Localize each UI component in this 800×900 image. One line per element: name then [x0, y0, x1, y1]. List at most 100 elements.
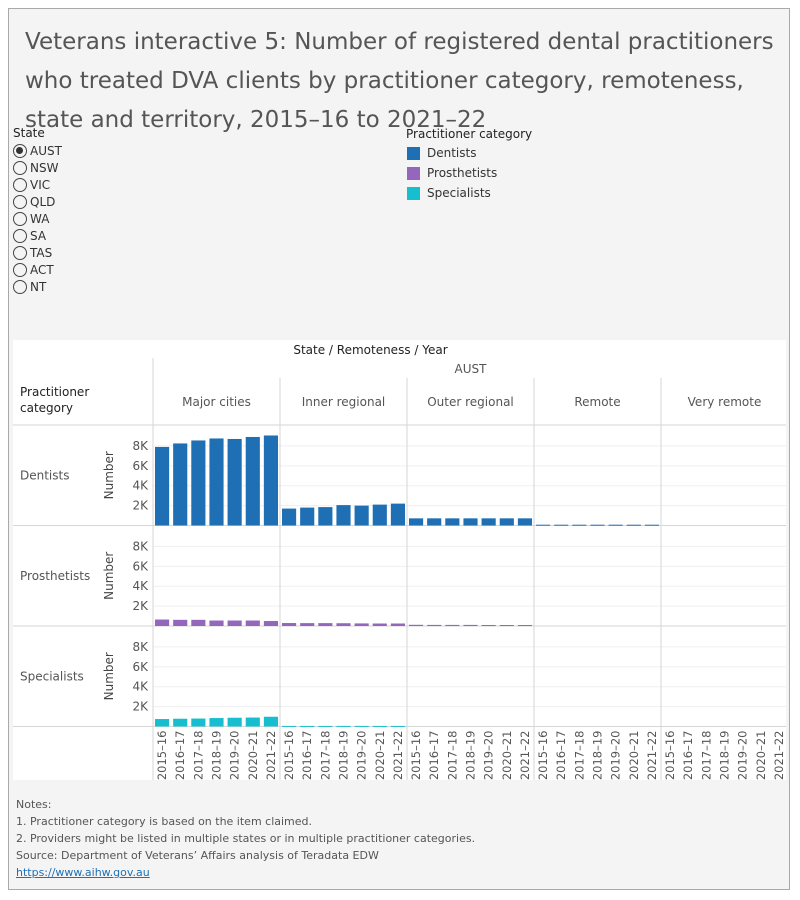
legend-label: Prosthetists [427, 166, 498, 180]
bar [427, 518, 442, 526]
state-option-nt[interactable]: NT [13, 278, 62, 295]
y-tick-label: 8K [132, 439, 149, 453]
bar [372, 725, 387, 727]
state-filter[interactable]: AUST NSW VIC QLD WA SA TAS ACT NT [13, 142, 62, 295]
y-axis-label: Number [102, 451, 116, 499]
bar [390, 623, 405, 626]
radio-button[interactable] [13, 228, 27, 243]
bar [227, 620, 242, 626]
x-tick-label: 2018–19 [464, 731, 478, 781]
row-header-line2: category [20, 401, 73, 415]
state-option-tas[interactable]: TAS [13, 244, 62, 261]
state-option-act[interactable]: ACT [13, 261, 62, 278]
radio-button[interactable] [13, 143, 27, 158]
state-option-wa[interactable]: WA [13, 210, 62, 227]
bar [209, 718, 224, 727]
bar [300, 623, 315, 626]
radio-button[interactable] [13, 160, 27, 175]
state-option-label: ACT [30, 262, 54, 277]
radio-button[interactable] [13, 177, 27, 192]
legend-item-dentists: Dentists [407, 143, 497, 163]
state-option-label: SA [30, 228, 47, 243]
radio-button[interactable] [13, 279, 27, 294]
y-axis-label: Number [102, 652, 116, 700]
x-tick-label: 2019–20 [609, 731, 623, 781]
bar [499, 625, 514, 627]
radio-button[interactable] [13, 194, 27, 209]
x-tick-label: 2016–17 [427, 731, 441, 781]
x-tick-label: 2021–22 [518, 731, 532, 781]
bar [427, 624, 442, 626]
bar [155, 446, 170, 526]
bar [445, 624, 460, 626]
radio-button[interactable] [13, 211, 27, 226]
notes-heading: Notes: [16, 798, 52, 811]
x-tick-label: 2018–19 [591, 731, 605, 781]
y-tick-label: 8K [132, 640, 149, 654]
bar [390, 725, 405, 727]
page-title: Veterans interactive 5: Number of regist… [25, 29, 774, 133]
bar-chart: State / Remoteness / Year AUST Practitione… [13, 343, 789, 782]
state-option-label: NT [30, 279, 47, 294]
x-tick-label: 2019–20 [482, 731, 496, 781]
state-option-aust[interactable]: AUST [13, 142, 62, 159]
remoteness-label: Inner regional [302, 395, 386, 409]
y-tick-label: 6K [132, 660, 149, 674]
y-tick-label: 6K [132, 559, 149, 573]
x-tick-label: 2017–18 [445, 731, 459, 781]
state-option-label: AUST [30, 143, 62, 158]
bar [227, 438, 242, 526]
state-option-nsw[interactable]: NSW [13, 159, 62, 176]
bar [644, 524, 659, 526]
state-option-sa[interactable]: SA [13, 227, 62, 244]
state-option-label: TAS [30, 245, 53, 260]
remoteness-label: Remote [574, 395, 620, 409]
x-tick-label: 2018–19 [210, 731, 224, 781]
legend-swatch [407, 146, 420, 160]
bar [626, 524, 641, 526]
aihw-link[interactable]: https://www.aihw.gov.au [16, 866, 150, 879]
bar [263, 435, 278, 526]
bar [481, 518, 496, 526]
state-option-qld[interactable]: QLD [13, 193, 62, 210]
legend: Dentists Prosthetists Specialists [407, 143, 497, 203]
bar [536, 524, 551, 526]
legend-swatch [407, 186, 420, 200]
x-tick-label: 2018–19 [337, 731, 351, 781]
bar [372, 504, 387, 526]
x-tick-label: 2017–18 [318, 731, 332, 781]
bar [318, 725, 333, 727]
y-tick-label: 4K [132, 680, 149, 694]
bar [282, 623, 297, 626]
note-line-1: 1. Practitioner category is based on the… [16, 815, 313, 828]
bar [390, 503, 405, 526]
y-tick-label: 8K [132, 539, 149, 553]
notes: Notes: 1. Practitioner category is based… [16, 796, 475, 881]
x-tick-label: 2017–18 [699, 731, 713, 781]
state-option-label: QLD [30, 194, 56, 209]
bar [155, 619, 170, 626]
bar [263, 716, 278, 727]
bar [173, 619, 188, 626]
radio-button[interactable] [13, 245, 27, 260]
state-option-vic[interactable]: VIC [13, 176, 62, 193]
x-tick-label: 2019–20 [228, 731, 242, 781]
radio-button[interactable] [13, 262, 27, 277]
bar [173, 718, 188, 727]
bar [354, 505, 369, 526]
header-label: State / Remoteness / Year [293, 343, 447, 357]
bar [282, 508, 297, 526]
row-header-line1: Practitioner [20, 385, 89, 399]
bar [282, 725, 297, 727]
x-tick-label: 2015–16 [663, 731, 677, 781]
legend-label: Dentists [427, 146, 477, 160]
x-tick-label: 2015–16 [409, 731, 423, 781]
remoteness-label: Very remote [688, 395, 762, 409]
bar [445, 518, 460, 526]
note-line-2: 2. Providers might be listed in multiple… [16, 832, 476, 845]
legend-title: Practitioner category [406, 127, 533, 141]
x-tick-label: 2020–21 [500, 731, 514, 781]
remoteness-label: Major cities [182, 395, 251, 409]
x-tick-label: 2016–17 [554, 731, 568, 781]
bar [318, 623, 333, 626]
